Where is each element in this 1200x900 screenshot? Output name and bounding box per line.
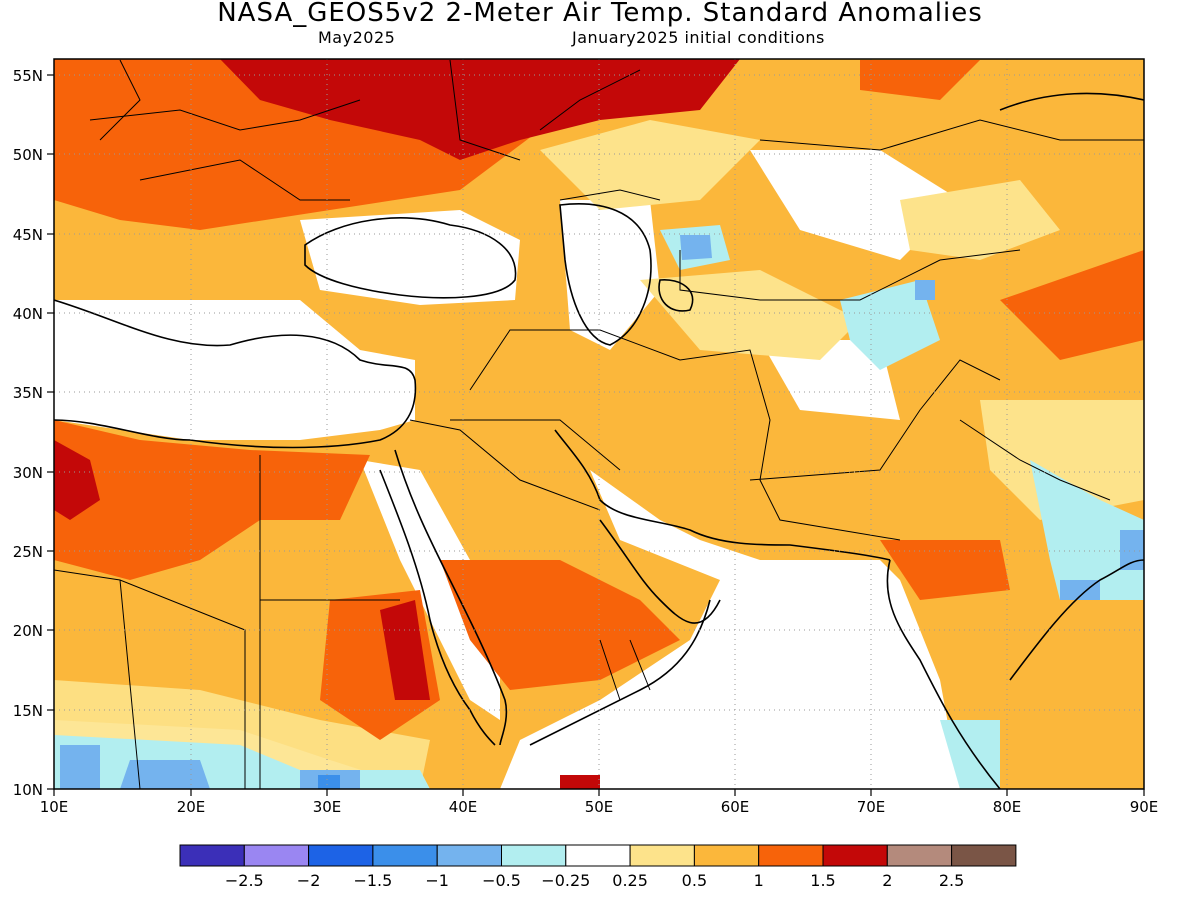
initial-conditions: January2025 initial conditions: [572, 28, 825, 47]
lon-tick-label: 30E: [313, 798, 342, 816]
colorbar-swatch: [822, 844, 888, 867]
colorbar-swatch: [565, 844, 631, 867]
colorbar-swatch: [951, 844, 1017, 867]
colorbar-label: −0.25: [541, 871, 590, 890]
graticule: [54, 59, 1144, 789]
lon-tick-label: 20E: [177, 798, 206, 816]
lat-axis: 10N 15N 20N 25N 30N 35N 40N 45N 50N 55N: [13, 67, 43, 799]
colorbar-swatch: [308, 844, 374, 867]
lat-tick-label: 30N: [13, 464, 43, 482]
lat-tick-label: 10N: [13, 781, 43, 799]
lon-tick-label: 80E: [993, 798, 1022, 816]
colorbar-swatch: [886, 844, 953, 867]
lon-tick-label: 10E: [40, 798, 69, 816]
forecast-month: May2025: [318, 28, 396, 47]
lon-tick-label: 40E: [449, 798, 478, 816]
colorbar-label: 2: [882, 871, 892, 890]
tick-marks: [47, 74, 1145, 796]
lat-tick-label: 15N: [13, 702, 43, 720]
colorbar-label: 1: [754, 871, 764, 890]
lon-axis: 10E 20E 30E 40E 50E 60E 70E 80E 90E: [40, 798, 1159, 816]
colorbar-swatch: [179, 844, 245, 867]
colorbar-label: −2.5: [225, 871, 264, 890]
map-title: NASA_GEOS5v2 2-Meter Air Temp. Standard …: [217, 0, 983, 28]
colorbar-label: 2.5: [939, 871, 964, 890]
lat-tick-label: 50N: [13, 146, 43, 164]
colorbar: [179, 844, 1017, 867]
colorbar-swatch: [243, 844, 310, 867]
lon-tick-label: 50E: [585, 798, 614, 816]
colorbar-swatch: [501, 844, 567, 867]
colorbar-swatch: [629, 844, 695, 867]
anomaly-field: [54, 59, 1144, 789]
lat-tick-label: 35N: [13, 384, 43, 402]
coastlines: [54, 92, 1144, 789]
lon-tick-label: 60E: [721, 798, 750, 816]
lat-tick-label: 55N: [13, 67, 43, 85]
colorbar-labels: −2.5 −2 −1.5 −1 −0.5 −0.25 0.25 0.5 1 1.…: [225, 871, 964, 890]
borders: [54, 59, 1144, 789]
colorbar-swatch: [372, 844, 438, 867]
lon-tick-label: 90E: [1130, 798, 1159, 816]
colorbar-label: 0.5: [682, 871, 707, 890]
lat-tick-label: 40N: [13, 305, 43, 323]
lat-tick-label: 45N: [13, 226, 43, 244]
colorbar-swatch: [758, 844, 824, 867]
colorbar-label: 0.25: [612, 871, 648, 890]
colorbar-label: −0.5: [482, 871, 521, 890]
lon-tick-label: 70E: [857, 798, 886, 816]
colorbar-label: −2: [297, 871, 321, 890]
colorbar-label: 1.5: [810, 871, 835, 890]
colorbar-swatch: [436, 844, 503, 867]
colorbar-label: −1.5: [353, 871, 392, 890]
lat-tick-label: 25N: [13, 543, 43, 561]
lat-tick-label: 20N: [13, 622, 43, 640]
colorbar-label: −1: [425, 871, 449, 890]
colorbar-swatch: [693, 844, 760, 867]
